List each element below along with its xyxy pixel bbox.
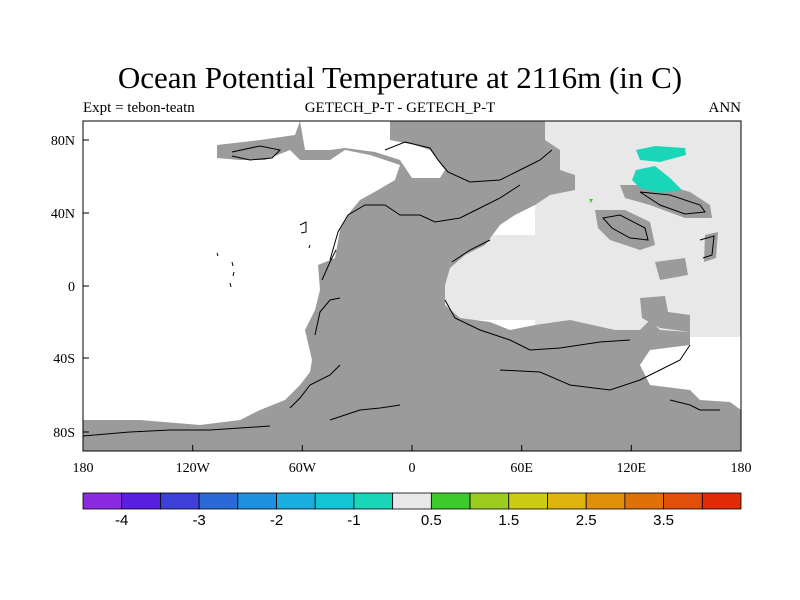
center-subtitle: GETECH_P-T - GETECH_P-T [304, 100, 496, 116]
longitude-axis: 180 120W 60W 0 60E 120E 180 [73, 445, 752, 476]
colorbar-swatch [547, 492, 587, 510]
colorbar-swatch [198, 492, 239, 510]
lon-tick-label: 60W [289, 461, 317, 476]
east-land-4 [640, 296, 690, 332]
colorbar-swatch [121, 492, 161, 510]
colorbar-swatch [353, 492, 394, 510]
colorbar-label: 0.5 [421, 512, 442, 529]
colorbar-swatch [314, 492, 355, 510]
east-land-3 [655, 258, 688, 280]
map-panel [82, 120, 742, 452]
inland-gap [300, 121, 445, 178]
colorbar-label: 2.5 [576, 512, 597, 529]
warm-anomaly-dot [589, 199, 593, 203]
coastlines [82, 141, 720, 437]
colorbar-swatch [276, 492, 316, 510]
lat-tick-label: 80S [53, 426, 75, 441]
lat-tick-label: 40N [51, 207, 75, 222]
colorbar-label: -1 [347, 512, 360, 529]
colorbar-label: 3.5 [653, 512, 674, 529]
plot-title: Ocean Potential Temperature at 2116m (in… [117, 60, 683, 95]
lon-tick-label: 0 [409, 461, 416, 476]
cold-anomaly-patch [636, 146, 686, 162]
season-label: ANN [708, 100, 742, 116]
colorbar-swatch [469, 492, 510, 510]
colorbar-label: -2 [270, 512, 283, 529]
lat-tick-label: 0 [68, 280, 75, 295]
colorbar-label: 1.5 [498, 512, 519, 529]
lon-tick-label: 120E [617, 461, 647, 476]
cold-anomaly-patch [632, 166, 682, 193]
lon-tick-label: 180 [73, 461, 94, 476]
colorbar-swatch [663, 492, 703, 510]
lon-tick-label: 60E [510, 461, 533, 476]
lat-tick-label: 80N [51, 134, 75, 149]
east-land-2 [620, 185, 712, 218]
colorbar-label: -4 [115, 512, 128, 529]
colorbar-swatch [237, 492, 277, 510]
lon-tick-label: 180 [731, 461, 752, 476]
colorbar-label: -3 [192, 512, 205, 529]
colorbar-swatch [430, 492, 471, 510]
main-landmass [83, 121, 741, 451]
colorbar: -4 -3 -2 -1 0.5 1.5 2.5 3.5 [82, 492, 742, 529]
experiment-label: Expt = tebon-teatn [83, 100, 195, 116]
colorbar-swatch [82, 492, 123, 510]
colorbar-swatch [624, 492, 664, 510]
lon-tick-label: 120W [176, 461, 211, 476]
colorbar-swatch [508, 492, 548, 510]
colorbar-swatch [392, 492, 432, 510]
east-land-1 [595, 210, 655, 250]
east-land-5 [704, 232, 718, 262]
colorbar-swatch [585, 492, 626, 510]
latitude-axis: 80N 40N 0 40S 80S [51, 134, 89, 441]
lat-tick-label: 40S [53, 352, 75, 367]
colorbar-swatch [160, 492, 200, 510]
colorbar-swatch [701, 492, 742, 510]
